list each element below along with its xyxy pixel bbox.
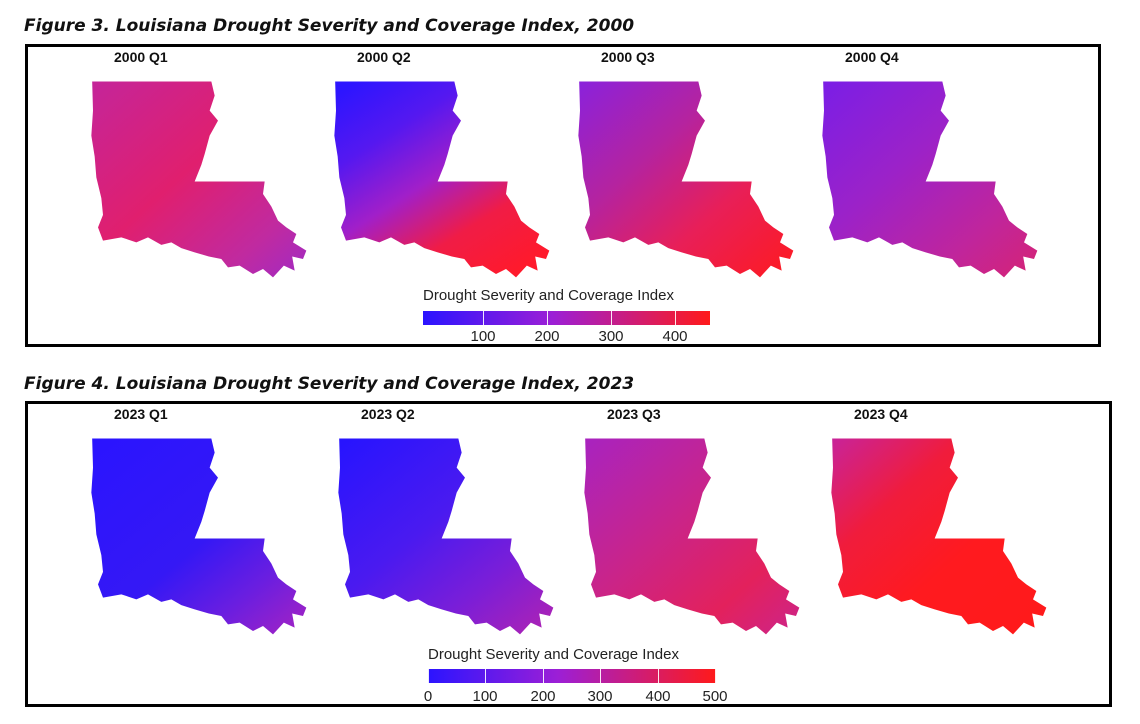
legend-tick-label: 400 — [645, 688, 671, 705]
legend-tick-label: 300 — [598, 328, 624, 345]
legend-title-2023: Drought Severity and Coverage Index — [428, 646, 679, 663]
louisiana-map-2023-q3 — [584, 438, 800, 635]
figure-3-panel: 2000 Q1 2000 Q2 2000 Q3 2000 Q4 — [25, 44, 1101, 347]
map-label-2023-q2: 2023 Q2 — [361, 406, 415, 422]
legend-tick-label: 100 — [472, 688, 498, 705]
louisiana-map-2023-q4 — [831, 438, 1047, 635]
louisiana-map-2000-q1 — [91, 81, 307, 278]
louisiana-map-2023-q2 — [338, 438, 554, 635]
map-label-2023-q4: 2023 Q4 — [854, 406, 908, 422]
louisiana-map-2023-q1 — [91, 438, 307, 635]
legend-tick-label: 200 — [534, 328, 560, 345]
map-label-2000-q3: 2000 Q3 — [601, 49, 655, 65]
figure-4-caption: Figure 4. Louisiana Drought Severity and… — [24, 374, 635, 394]
color-scale-bar-2000 — [423, 311, 710, 325]
legend-title-2000: Drought Severity and Coverage Index — [423, 287, 674, 304]
legend-tick-label: 100 — [470, 328, 496, 345]
map-label-2000-q4: 2000 Q4 — [845, 49, 899, 65]
figure-4-panel: 2023 Q1 2023 Q2 2023 Q3 2023 Q4 — [25, 401, 1112, 707]
legend-tick-label: 300 — [587, 688, 613, 705]
legend-tick-label: 400 — [662, 328, 688, 345]
map-label-2023-q3: 2023 Q3 — [607, 406, 661, 422]
map-label-2023-q1: 2023 Q1 — [114, 406, 168, 422]
map-label-2000-q2: 2000 Q2 — [357, 49, 411, 65]
legend-tick-label: 200 — [530, 688, 556, 705]
figure-3-caption: Figure 3. Louisiana Drought Severity and… — [24, 16, 635, 36]
louisiana-map-2000-q4 — [822, 81, 1038, 278]
louisiana-map-2000-q2 — [334, 81, 550, 278]
color-scale-bar-2023 — [428, 669, 716, 683]
legend-tick-label: 500 — [702, 688, 728, 705]
map-label-2000-q1: 2000 Q1 — [114, 49, 168, 65]
louisiana-map-2000-q3 — [578, 81, 794, 278]
legend-tick-label: 0 — [423, 688, 433, 705]
